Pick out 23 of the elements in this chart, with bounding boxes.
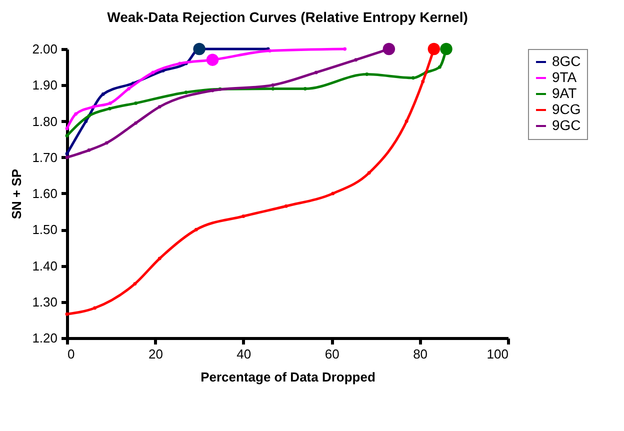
y-tick-label: 1.70	[32, 150, 58, 165]
x-tick-label: 60	[324, 346, 340, 362]
y-tick-label: 1.20	[32, 330, 58, 346]
y-tick-label: 2.00	[32, 42, 58, 56]
x-tick-label: 20	[148, 346, 163, 362]
y-tick-label: 1.90	[32, 78, 58, 93]
y-tick-label: 1.60	[32, 186, 58, 201]
legend-label: 8GC	[552, 53, 581, 69]
legend-label: 9AT	[552, 85, 578, 101]
legend-label: 9GC	[552, 117, 581, 133]
legend-label: 9TA	[552, 69, 578, 85]
x-tick-label: 0	[68, 346, 75, 362]
legend-label: 9CG	[552, 101, 581, 117]
y-tick-label: 1.40	[32, 258, 58, 274]
y-tick-label: 1.80	[32, 114, 58, 129]
x-tick-label: 40	[236, 346, 252, 362]
y-tick-label: 1.30	[32, 294, 58, 310]
chart-title: Weak-Data Rejection Curves (Relative Entropy Kernel)	[107, 8, 468, 25]
x-tick-label: 80	[413, 346, 428, 362]
x-axis-title: Percentage of Data Dropped	[200, 370, 376, 384]
y-tick-label: 1.50	[32, 222, 58, 238]
y-axis-title: SN + SP	[9, 168, 24, 220]
x-tick-label: 100	[486, 346, 508, 362]
